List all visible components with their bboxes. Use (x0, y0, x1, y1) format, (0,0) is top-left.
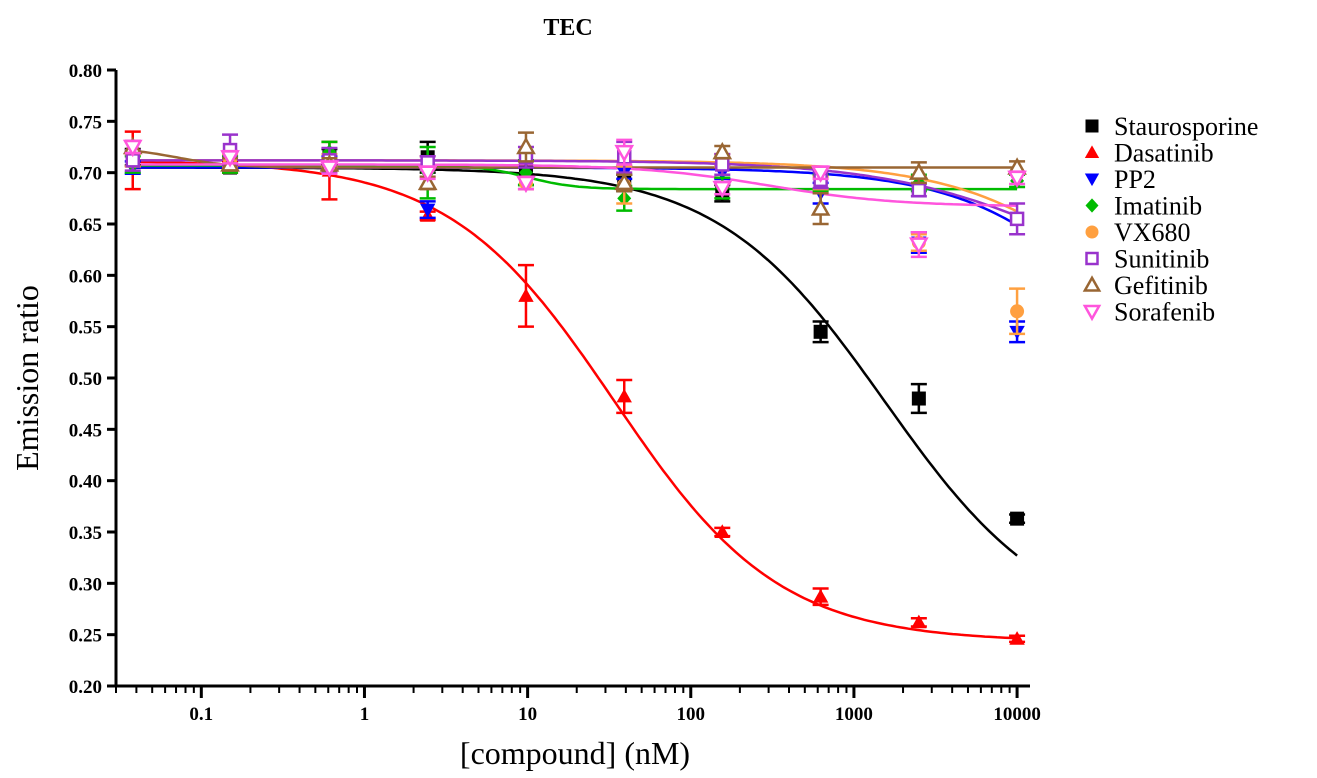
point-sorafenib (909, 237, 929, 255)
chart-title: TEC (543, 15, 592, 41)
point-staurosporine (1010, 511, 1025, 526)
x-tick-label: 1000 (835, 704, 873, 725)
point-gefitinib (712, 141, 733, 160)
point-sunitinib (1009, 211, 1025, 227)
legend-marker-pp2 (1084, 173, 1100, 187)
y-axis-title: Emission ratio (9, 285, 45, 471)
fit-curve-sorafenib (132, 163, 1018, 207)
point-dasatinib (911, 614, 927, 629)
y-tick-label: 0.45 (69, 420, 102, 441)
point-staurosporine (813, 324, 828, 339)
point-gefitinib (810, 198, 831, 216)
legend-label-pp2: PP2 (1114, 165, 1156, 194)
point-sorafenib (417, 165, 438, 183)
point-staurosporine (911, 391, 926, 406)
y-tick-label: 0.60 (69, 266, 102, 287)
legend-marker-dasatinib (1084, 145, 1100, 159)
legend-label-dasatinib: Dasatinib (1114, 139, 1214, 168)
point-pp2 (419, 203, 436, 218)
x-tick-label: 1 (360, 704, 370, 725)
point-sorafenib (516, 175, 536, 194)
point-sunitinib (911, 182, 927, 198)
point-dasatinib (812, 588, 829, 603)
legend-marker-vx680 (1085, 225, 1099, 239)
point-sorafenib (810, 165, 831, 183)
y-tick-label: 0.80 (69, 61, 102, 82)
legend-marker-imatinib (1085, 198, 1099, 213)
y-tick-label: 0.20 (69, 677, 102, 698)
point-dasatinib (518, 288, 534, 302)
point-sorafenib (122, 139, 143, 158)
fit-curve-staurosporine (132, 166, 1018, 557)
y-tick-label: 0.30 (69, 574, 102, 595)
x-tick-label: 10 (518, 704, 537, 725)
point-vx680 (1010, 304, 1025, 319)
data-points (122, 130, 1027, 645)
y-tick-label: 0.65 (69, 215, 102, 236)
point-dasatinib (1009, 631, 1025, 645)
x-tick-label: 100 (677, 704, 706, 725)
point-gefitinib (909, 162, 929, 180)
x-tick-label: 0.1 (189, 704, 213, 725)
y-tick-label: 0.70 (69, 164, 102, 185)
y-tick-label: 0.50 (69, 369, 102, 390)
legend-label-sorafenib: Sorafenib (1114, 298, 1215, 327)
y-tick-label: 0.40 (69, 472, 102, 493)
point-sorafenib (614, 144, 635, 163)
axes: 0.20 0.25 0.30 0.35 0.40 0.45 0.50 0.55 0.60 0.65… (69, 61, 1041, 725)
point-sorafenib (319, 160, 340, 178)
x-axis-title: [compound] (nM) (460, 735, 690, 771)
point-gefitinib (614, 172, 635, 191)
y-tick-label: 0.55 (69, 318, 102, 339)
legend-marker-sunitinib (1085, 251, 1099, 266)
point-sorafenib (220, 150, 240, 168)
legend-marker-sorafenib (1082, 304, 1102, 322)
fit-curve-pp2 (132, 166, 1018, 227)
legend-label-vx680: VX680 (1114, 218, 1191, 247)
y-tick-label: 0.25 (69, 626, 102, 647)
legend-marker-staurosporine (1085, 119, 1099, 133)
point-dasatinib (714, 524, 730, 538)
point-sorafenib (1007, 170, 1027, 189)
fit-curves (132, 149, 1018, 640)
legend-label-gefitinib: Gefitinib (1114, 271, 1208, 300)
legend-marker-gefitinib (1082, 275, 1102, 292)
fit-curve-sunitinib (132, 159, 1018, 218)
y-tick-label: 0.75 (69, 112, 102, 133)
y-tick-label: 0.35 (69, 523, 102, 544)
point-dasatinib (616, 388, 632, 403)
legend-label-imatinib: Imatinib (1114, 192, 1202, 221)
point-sunitinib (715, 157, 730, 172)
legend-label-sunitinib: Sunitinib (1114, 245, 1209, 274)
point-sorafenib (712, 180, 733, 199)
legend: StaurosporineDasatinibPP2ImatinibVX680Su… (1082, 112, 1258, 327)
legend-label-staurosporine: Staurosporine (1114, 112, 1258, 141)
x-tick-label: 10000 (993, 704, 1041, 725)
point-gefitinib (516, 136, 536, 155)
